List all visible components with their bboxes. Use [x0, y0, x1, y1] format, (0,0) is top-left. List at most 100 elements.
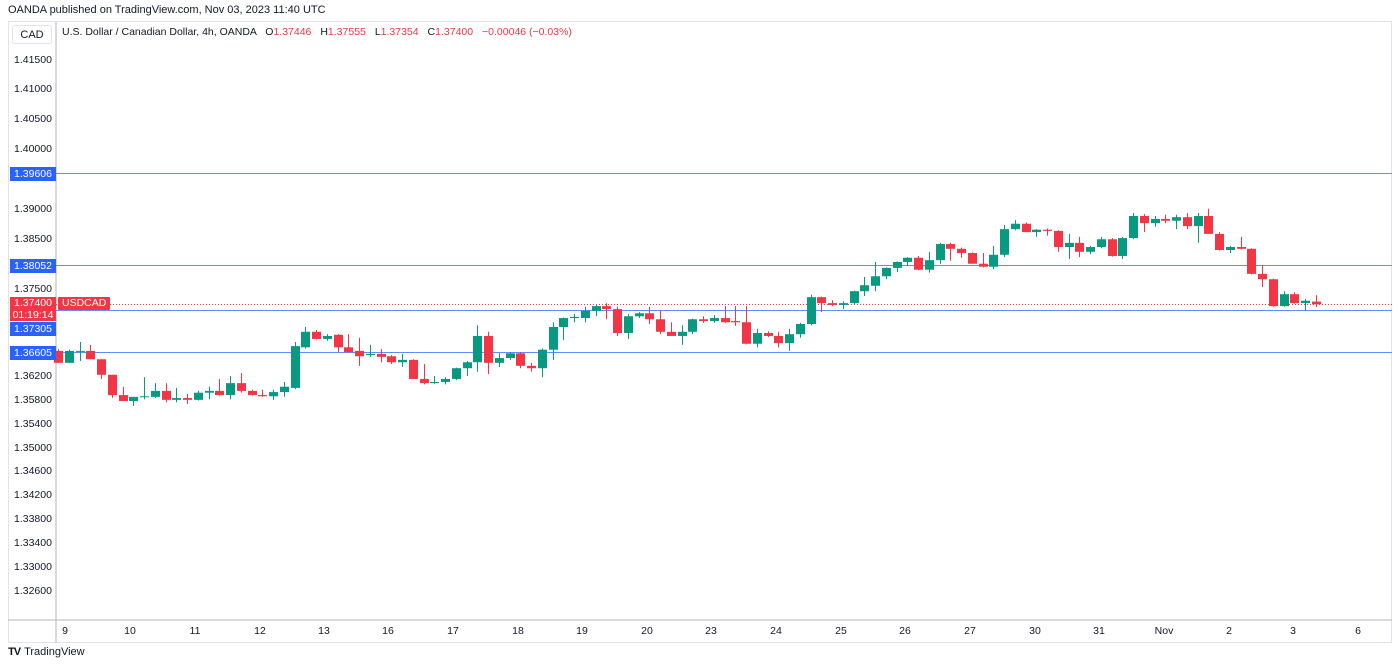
candle[interactable] [1075, 236, 1084, 258]
candle[interactable] [1183, 212, 1192, 230]
candle[interactable] [946, 242, 955, 261]
candle[interactable] [248, 389, 257, 396]
candle[interactable] [506, 352, 515, 360]
candle[interactable] [979, 252, 988, 268]
candle[interactable] [430, 375, 439, 384]
candle[interactable] [226, 375, 235, 400]
candle[interactable] [871, 261, 880, 292]
candle[interactable] [549, 322, 558, 360]
candle[interactable] [1000, 224, 1009, 258]
candle[interactable] [312, 330, 321, 340]
candle[interactable] [1118, 236, 1127, 259]
candle[interactable] [420, 364, 429, 385]
candle[interactable] [1161, 214, 1170, 224]
candle[interactable] [269, 389, 278, 400]
candle[interactable] [484, 331, 493, 375]
candle[interactable] [1108, 238, 1117, 257]
candle[interactable] [817, 296, 826, 313]
candle[interactable] [1151, 215, 1160, 227]
candle[interactable] [215, 378, 224, 396]
candle[interactable] [344, 334, 353, 353]
candle[interactable] [140, 377, 149, 400]
candle[interactable] [742, 306, 751, 345]
candle[interactable] [1140, 214, 1149, 233]
candle[interactable] [527, 362, 536, 372]
candle[interactable] [377, 349, 386, 363]
candle[interactable] [205, 386, 214, 400]
candle[interactable] [1312, 295, 1321, 308]
candle[interactable] [570, 313, 579, 323]
candle[interactable] [323, 334, 332, 341]
candle[interactable] [1237, 236, 1246, 250]
candle[interactable] [624, 313, 633, 339]
candle[interactable] [151, 383, 160, 399]
candle[interactable] [280, 381, 289, 397]
candle[interactable] [807, 294, 816, 326]
chart-frame[interactable] [8, 21, 1392, 643]
candle[interactable] [914, 255, 923, 271]
candle[interactable] [1226, 245, 1235, 253]
candle[interactable] [968, 252, 977, 264]
candle[interactable] [65, 349, 74, 363]
candle[interactable] [97, 359, 106, 379]
candle[interactable] [538, 348, 547, 378]
candle[interactable] [463, 361, 472, 376]
candle[interactable] [602, 303, 611, 320]
candle[interactable] [753, 328, 762, 348]
candle[interactable] [237, 372, 246, 393]
candle[interactable] [162, 383, 171, 403]
candle[interactable] [731, 306, 740, 326]
candle[interactable] [1172, 214, 1181, 230]
candle[interactable] [86, 344, 95, 360]
candle[interactable] [1065, 233, 1074, 259]
candle[interactable] [1204, 208, 1213, 234]
candle[interactable] [1269, 278, 1278, 307]
candle[interactable] [1290, 292, 1299, 304]
candle[interactable] [989, 245, 998, 270]
candle[interactable] [1022, 222, 1031, 233]
candle[interactable] [688, 318, 697, 335]
candle[interactable] [1011, 220, 1020, 231]
candle[interactable] [774, 331, 783, 348]
candle[interactable] [355, 337, 364, 366]
candle[interactable] [54, 349, 63, 363]
candle[interactable] [925, 251, 934, 273]
candle[interactable] [1301, 298, 1310, 311]
candle[interactable] [785, 328, 794, 351]
candle[interactable] [1054, 230, 1063, 252]
candle[interactable] [452, 367, 461, 381]
candle[interactable] [645, 306, 654, 325]
candle[interactable] [903, 257, 912, 267]
candle[interactable] [129, 396, 138, 406]
candle[interactable] [473, 325, 482, 372]
candle[interactable] [301, 327, 310, 349]
currency-button[interactable]: CAD [12, 25, 52, 44]
candle[interactable] [828, 300, 837, 307]
candle[interactable] [76, 341, 85, 362]
candle[interactable] [592, 304, 601, 317]
candle[interactable] [699, 316, 708, 323]
candle[interactable] [860, 276, 869, 296]
candle[interactable] [409, 359, 418, 379]
candle[interactable] [334, 334, 343, 353]
candle[interactable] [398, 353, 407, 368]
candle[interactable] [936, 242, 945, 264]
candle[interactable] [1086, 245, 1095, 255]
candle[interactable] [839, 301, 848, 310]
candle[interactable] [1129, 212, 1138, 240]
candle[interactable] [183, 393, 192, 405]
candle[interactable] [1258, 264, 1267, 288]
candle[interactable] [710, 315, 719, 323]
candle[interactable] [957, 247, 966, 258]
candle[interactable] [1043, 228, 1052, 236]
candle[interactable] [667, 322, 676, 336]
candle[interactable] [441, 377, 450, 385]
candle[interactable] [613, 306, 622, 336]
candle[interactable] [635, 312, 644, 319]
candle[interactable] [495, 353, 504, 368]
candle[interactable] [882, 267, 891, 280]
candle[interactable] [1194, 212, 1203, 243]
candle[interactable] [1097, 236, 1106, 249]
candle[interactable] [678, 325, 687, 345]
